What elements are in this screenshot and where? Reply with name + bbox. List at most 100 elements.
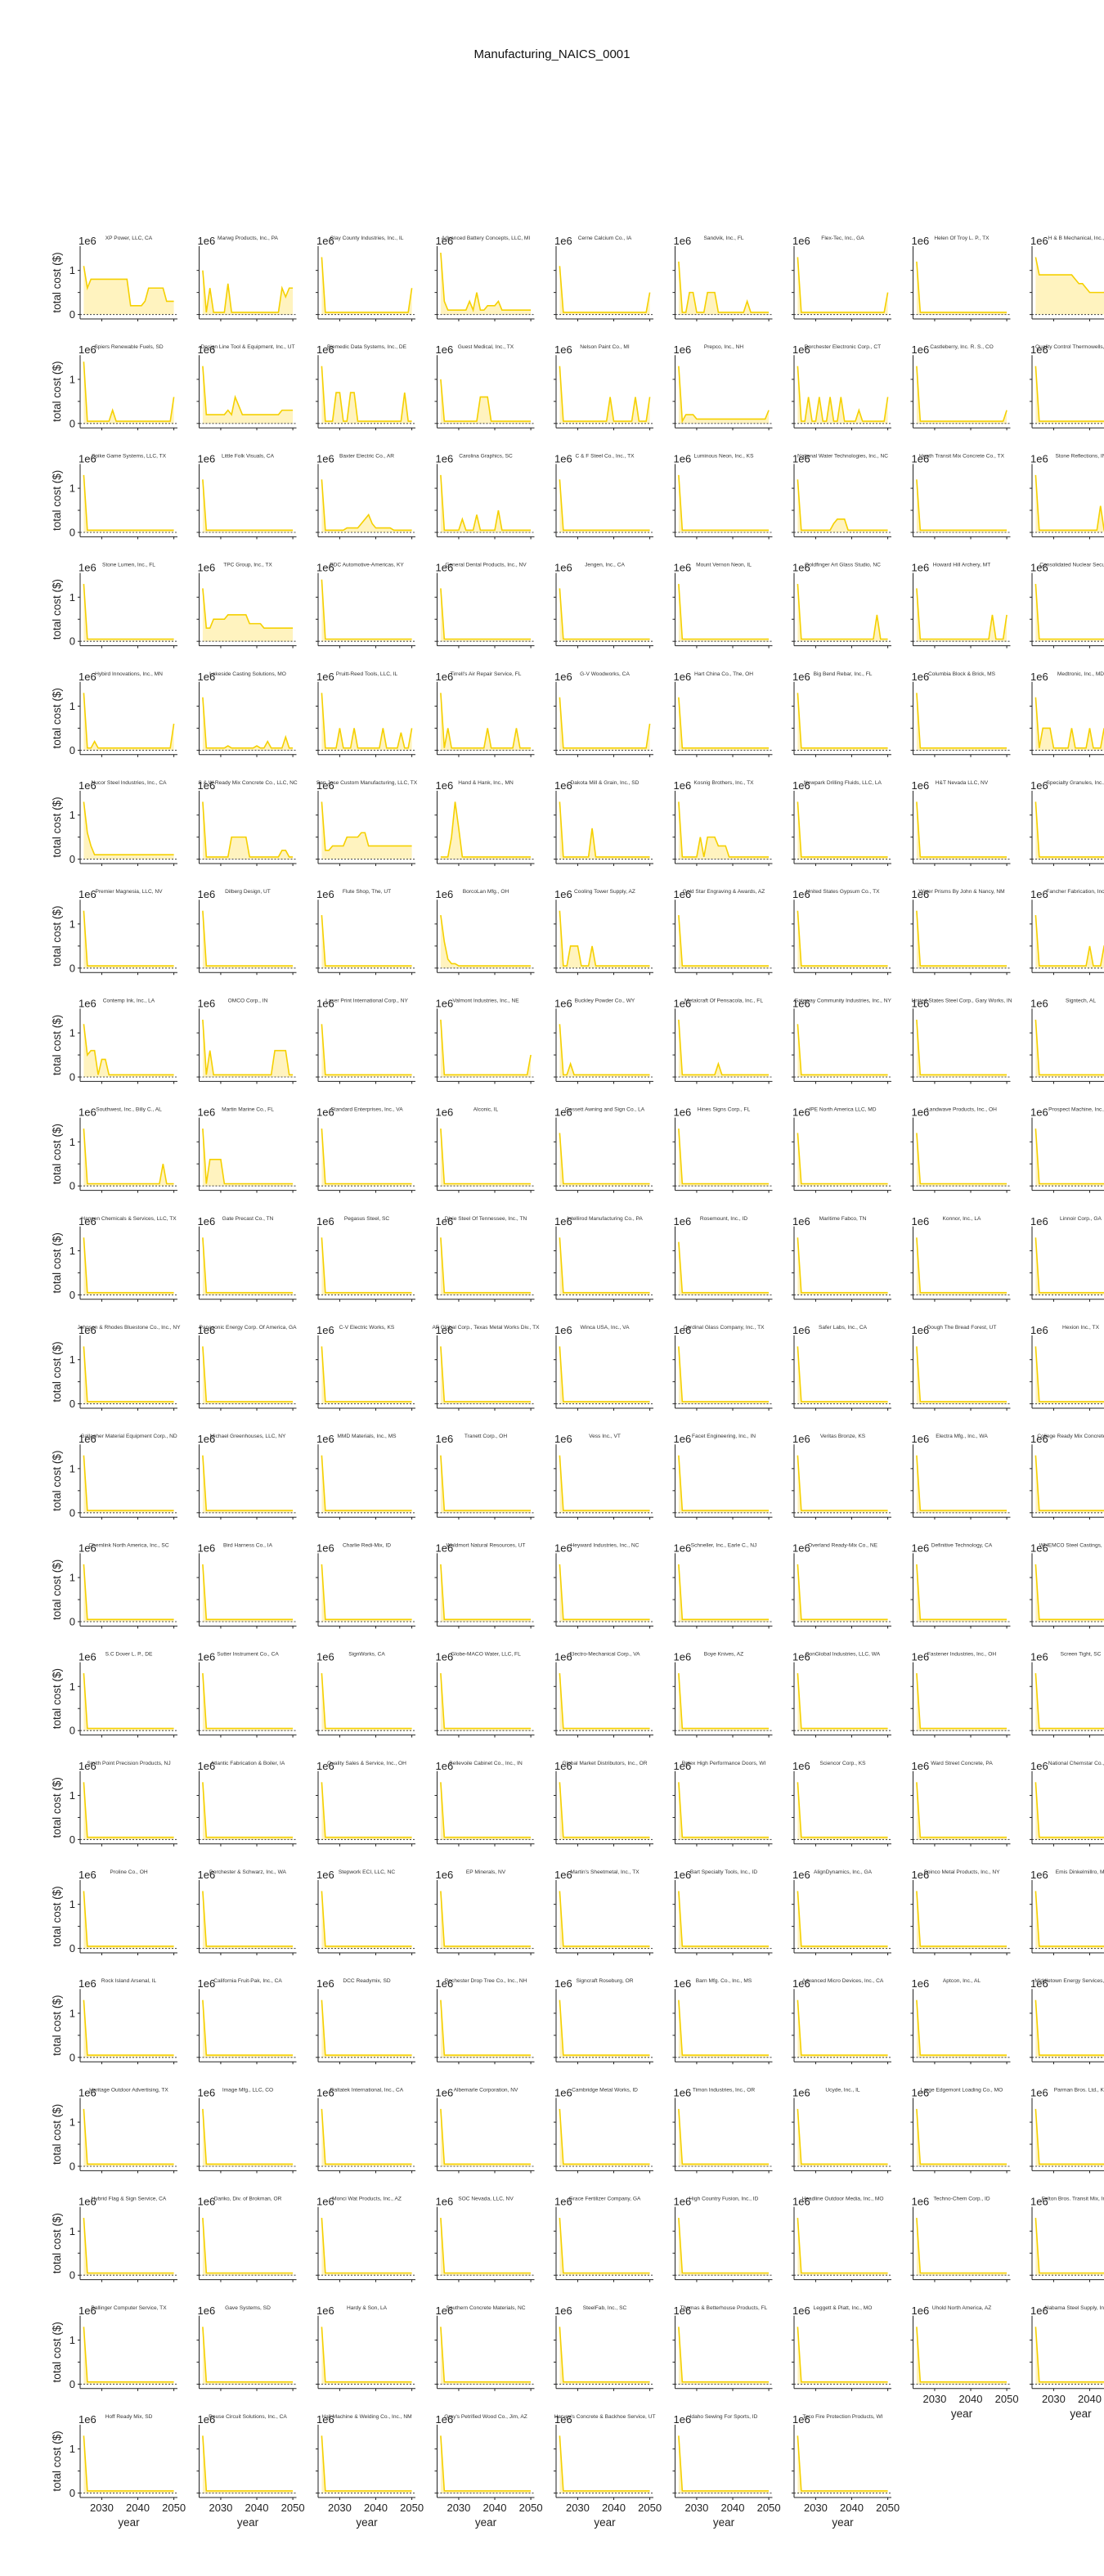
y-exponent-label: 1e6 xyxy=(912,562,930,574)
series-area xyxy=(1035,697,1104,751)
panel-title: Laser Print International Corp., NY xyxy=(325,998,408,1003)
series-area xyxy=(1035,2218,1104,2276)
panel: Gray's Petrified Wood Co., Jim, AZ 2030 20… xyxy=(434,2413,543,2529)
series-line xyxy=(321,1237,412,1294)
series-line xyxy=(678,1999,770,2056)
series-line xyxy=(559,801,650,858)
panel-title: Facet Engineering, Inc., IN xyxy=(692,1434,756,1439)
series-line xyxy=(321,2435,412,2492)
y-exponent-label: 1e6 xyxy=(674,671,692,683)
panel-title: Proline Co., OH xyxy=(110,1869,147,1875)
y-exponent-label: 1e6 xyxy=(792,997,810,1009)
y-tick-label: 1 xyxy=(70,482,75,495)
y-exponent-label: 1e6 xyxy=(436,235,454,247)
panel: G-V Woodworks, CA 1e6 xyxy=(554,671,653,757)
y-tick-label: 0 xyxy=(70,1725,75,1737)
y-tick-label: 0 xyxy=(70,2051,75,2063)
y-exponent-label: 1e6 xyxy=(198,1977,216,1990)
y-exponent-label: 1e6 xyxy=(316,1542,334,1554)
panel-title: High Country Fusion, Inc., ID xyxy=(689,2197,759,2202)
series-line xyxy=(83,1237,174,1294)
series-line xyxy=(440,474,532,532)
series-area xyxy=(321,1891,412,1949)
panel: C-V Electric Works, KS 1e6 xyxy=(316,1324,415,1411)
panel: Hardy & Son, LA 1e6 xyxy=(316,2304,415,2391)
series-line xyxy=(678,2108,770,2165)
panel-title: Parman Bros. Ltd., KS xyxy=(1054,2087,1104,2093)
series-area xyxy=(202,2108,294,2167)
panel: AlignDynamics, Inc., GA 1e6 xyxy=(792,1869,891,1955)
series-area xyxy=(83,1782,174,1840)
series-line xyxy=(1034,2327,1104,2383)
y-tick-label: 1 xyxy=(70,1027,75,1039)
series-line xyxy=(1034,801,1104,858)
series-line xyxy=(916,1782,1008,1838)
series-area xyxy=(83,474,174,533)
series-line xyxy=(797,1237,888,1294)
y-exponent-label: 1e6 xyxy=(316,562,334,574)
series-line xyxy=(559,1891,650,1947)
y-exponent-label: 1e6 xyxy=(316,2304,334,2317)
panel: Maritime Fabco, TN 1e6 xyxy=(792,1215,891,1302)
panel: Medtronic, Inc., MD 1e6 xyxy=(1030,671,1104,757)
series-area xyxy=(1035,1782,1104,1840)
series-line xyxy=(321,479,412,532)
y-exponent-label: 1e6 xyxy=(554,2196,572,2208)
y-exponent-label: 1e6 xyxy=(674,1433,692,1445)
panel: AF Global Corp., Texas Metal Works Div.,… xyxy=(432,1324,540,1411)
series-area xyxy=(678,2218,770,2276)
y-exponent-label: 1e6 xyxy=(674,1651,692,1663)
series-area xyxy=(916,1019,1008,1078)
panel: Idaho Sewing For Sports, ID 2030 2040 2050 y… xyxy=(672,2413,781,2529)
panel-title: Bart Specialty Tools, Inc., ID xyxy=(690,1869,758,1875)
panel-title: G-V Woodworks, CA xyxy=(580,671,630,677)
y-tick-label: 1 xyxy=(70,918,75,930)
y-exponent-label: 1e6 xyxy=(792,2413,810,2426)
panel: Signtech, AL 1e6 xyxy=(1030,997,1104,1084)
y-exponent-label: 1e6 xyxy=(912,1542,930,1554)
y-exponent-label: 1e6 xyxy=(792,779,810,792)
y-exponent-label: 1e6 xyxy=(79,2086,96,2098)
panel-title: Sciencor Corp., KS xyxy=(819,1761,866,1766)
y-tick-label: 1 xyxy=(70,2007,75,2019)
series-area xyxy=(202,588,294,642)
series-area xyxy=(321,1455,412,1513)
series-line xyxy=(1034,257,1104,294)
series-line xyxy=(797,1346,888,1402)
x-tick-label: 2030 xyxy=(209,2502,232,2514)
series-area xyxy=(916,2108,1008,2167)
y-exponent-label: 1e6 xyxy=(674,452,692,464)
series-area xyxy=(559,1024,650,1078)
panel: San Jose Custom Manufacturing, LLC, TX1e… xyxy=(316,779,418,866)
series-line xyxy=(440,2108,532,2165)
series-area xyxy=(202,1999,294,2058)
y-exponent-label: 1e6 xyxy=(674,888,692,900)
panel-title: Castleberry, Inc. R. S., CO xyxy=(930,344,994,350)
panel-title: Veritas Bronze, KS xyxy=(820,1434,866,1439)
series-area xyxy=(1035,1237,1104,1295)
series-area xyxy=(916,1237,1008,1295)
series-area xyxy=(797,1782,888,1840)
series-line xyxy=(559,1024,650,1076)
series-line xyxy=(797,1133,888,1185)
series-area xyxy=(321,2435,412,2493)
panel-title: Emis Dinkelmillro, MI xyxy=(1056,1869,1104,1875)
panel-title: National Chemstar Co., CA xyxy=(1048,1761,1104,1766)
series-area xyxy=(559,1891,650,1949)
series-line xyxy=(202,801,294,858)
series-line xyxy=(440,914,532,967)
panel-title: Ward Street Concrete, PA xyxy=(931,1761,993,1766)
y-exponent-label: 1e6 xyxy=(792,562,810,574)
series-area xyxy=(440,1129,532,1187)
series-line xyxy=(1034,474,1104,532)
y-exponent-label: 1e6 xyxy=(436,1542,454,1554)
panel-title: H & B Mechanical, Inc., CA xyxy=(1048,236,1104,241)
y-exponent-label: 1e6 xyxy=(554,1215,572,1227)
